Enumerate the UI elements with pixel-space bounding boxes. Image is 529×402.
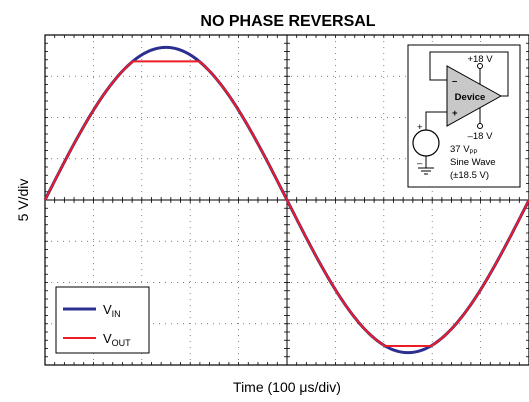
legend-vout-main: V bbox=[103, 331, 112, 346]
legend-box bbox=[55, 286, 150, 354]
vminus-label: –18 V bbox=[468, 131, 493, 142]
legend-vout-label: VOUT bbox=[103, 331, 131, 348]
y-axis-label: 5 V/div bbox=[15, 179, 31, 222]
amplitude-main: 37 V bbox=[450, 144, 470, 155]
amplitude-sub: PP bbox=[470, 150, 478, 156]
device-label: Device bbox=[455, 92, 486, 103]
wave-label: Sine Wave bbox=[450, 157, 496, 168]
chart-title: NO PHASE REVERSAL bbox=[200, 13, 375, 30]
legend-vin-sub: IN bbox=[112, 309, 121, 319]
x-axis-label-prefix: Time (100 bbox=[233, 379, 299, 395]
feedback-wire bbox=[429, 51, 509, 97]
legend-vout-sub: OUT bbox=[112, 338, 132, 348]
range-label: (±18.5 V) bbox=[450, 170, 489, 181]
legend: VIN VOUT bbox=[55, 286, 150, 354]
x-axis-label-suffix: s/div) bbox=[308, 379, 341, 395]
series-vout-line bbox=[44, 60, 529, 348]
vplus-terminal bbox=[477, 63, 483, 69]
legend-vin-main: V bbox=[103, 302, 112, 317]
ground-icon bbox=[418, 167, 434, 175]
opamp-triangle bbox=[446, 65, 503, 127]
vminus-terminal bbox=[477, 123, 483, 129]
x-axis-label: Time (100 μs/div) bbox=[233, 379, 341, 395]
inverting-input-sign: – bbox=[452, 76, 457, 87]
vplus-label: +18 V bbox=[467, 54, 493, 65]
sine-source bbox=[412, 129, 440, 157]
input-wire bbox=[425, 111, 447, 130]
inset-schematic: Device – + +18 V –18 V + – 37 VPP Sine W… bbox=[407, 44, 521, 188]
noninverting-input-sign: + bbox=[452, 108, 458, 119]
amplitude-label: 37 VPP bbox=[450, 144, 478, 156]
legend-vin-label: VIN bbox=[103, 302, 121, 319]
source-minus-sign: – bbox=[417, 158, 423, 169]
source-plus-sign: + bbox=[417, 122, 423, 133]
x-axis-label-mu: μ bbox=[299, 379, 307, 395]
